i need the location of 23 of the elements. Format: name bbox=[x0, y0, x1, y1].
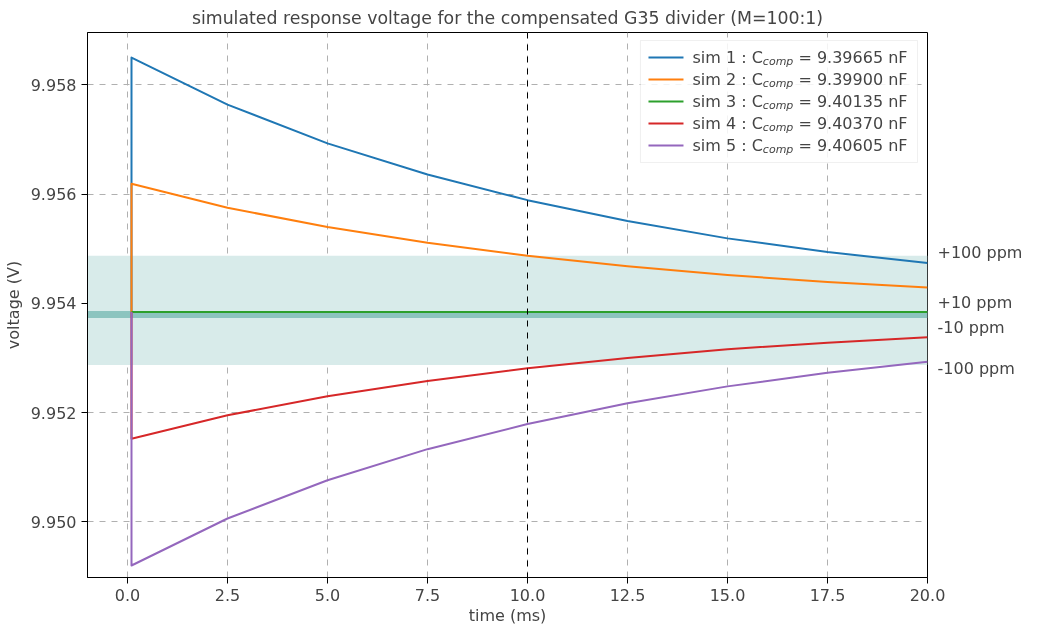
x-tick-label: 7.5 bbox=[414, 585, 441, 605]
x-tick-label: 5.0 bbox=[314, 585, 341, 605]
chart-title: simulated response voltage for the compensated G35 divider (M=100:1) bbox=[191, 7, 824, 28]
y-tick-label: 9.952 bbox=[30, 403, 77, 423]
x-tick-label: 0.0 bbox=[114, 585, 141, 605]
x-tick-label: 2.5 bbox=[214, 585, 241, 605]
line-series bbox=[130, 182, 928, 314]
y-tick-label: 9.958 bbox=[30, 75, 77, 95]
text: -100 ppm bbox=[937, 358, 1015, 378]
x-tick-label: 12.5 bbox=[609, 585, 646, 605]
text: +10 ppm bbox=[937, 292, 1013, 312]
y-tick-label: 9.956 bbox=[30, 185, 77, 205]
text: +100 ppm bbox=[937, 243, 1023, 263]
y-tick-label: 9.950 bbox=[30, 512, 77, 532]
text: -10 ppm bbox=[937, 317, 1005, 337]
x-tick-label: 15.0 bbox=[709, 585, 746, 605]
y-axis-title: voltage (V) bbox=[3, 260, 23, 350]
x-axis-title: time (ms) bbox=[468, 605, 547, 625]
y-tick-label: 9.954 bbox=[30, 294, 77, 314]
x-tick-label: 10.0 bbox=[509, 585, 546, 605]
x-tick-label: 17.5 bbox=[809, 585, 846, 605]
line-series bbox=[130, 311, 928, 567]
x-tick-label: 20.0 bbox=[909, 585, 946, 605]
